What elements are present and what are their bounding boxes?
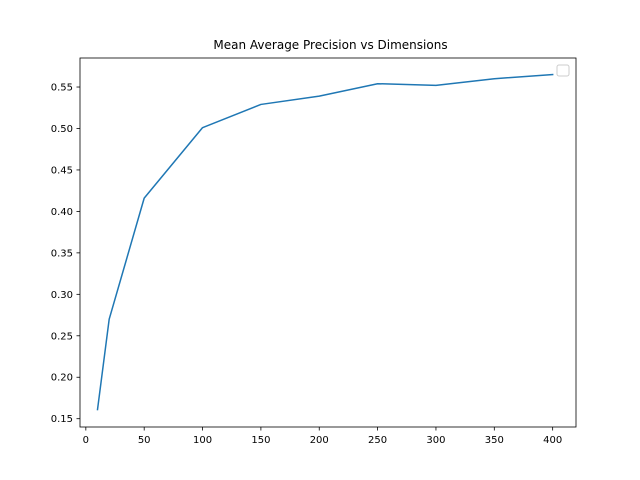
series-line xyxy=(96,73,554,411)
y-tick-label: 0.35 xyxy=(51,248,73,259)
y-axis-ticks: 0.15 0.20 0.25 0.30 0.35 0.40 0.45 0.50 0.55 xyxy=(51,83,80,425)
y-tick-label: 0.15 xyxy=(51,414,73,425)
x-tick-label: 0 xyxy=(83,435,89,446)
x-axis-ticks: 0 50 100 150 200 250 300 350 400 xyxy=(83,427,562,446)
y-tick-label: 0.30 xyxy=(51,290,73,301)
chart-title: Mean Average Precision vs Dimensions xyxy=(213,38,447,52)
x-tick-label: 300 xyxy=(426,435,445,446)
y-tick-label: 0.45 xyxy=(51,165,73,176)
x-tick-label: 200 xyxy=(310,435,329,446)
plot-frame xyxy=(79,57,577,428)
y-tick-label: 0.50 xyxy=(51,124,73,135)
x-tick-label: 250 xyxy=(368,435,387,446)
series-layer xyxy=(96,73,554,411)
x-tick-label: 150 xyxy=(251,435,270,446)
x-tick-label: 50 xyxy=(138,435,151,446)
y-tick-label: 0.40 xyxy=(51,207,73,218)
y-tick-label: 0.25 xyxy=(51,331,73,342)
x-tick-label: 100 xyxy=(193,435,212,446)
y-tick-label: 0.20 xyxy=(51,373,73,384)
y-tick-label: 0.55 xyxy=(51,83,73,94)
x-tick-label: 350 xyxy=(485,435,504,446)
x-tick-label: 400 xyxy=(543,435,562,446)
legend-box xyxy=(556,64,570,77)
